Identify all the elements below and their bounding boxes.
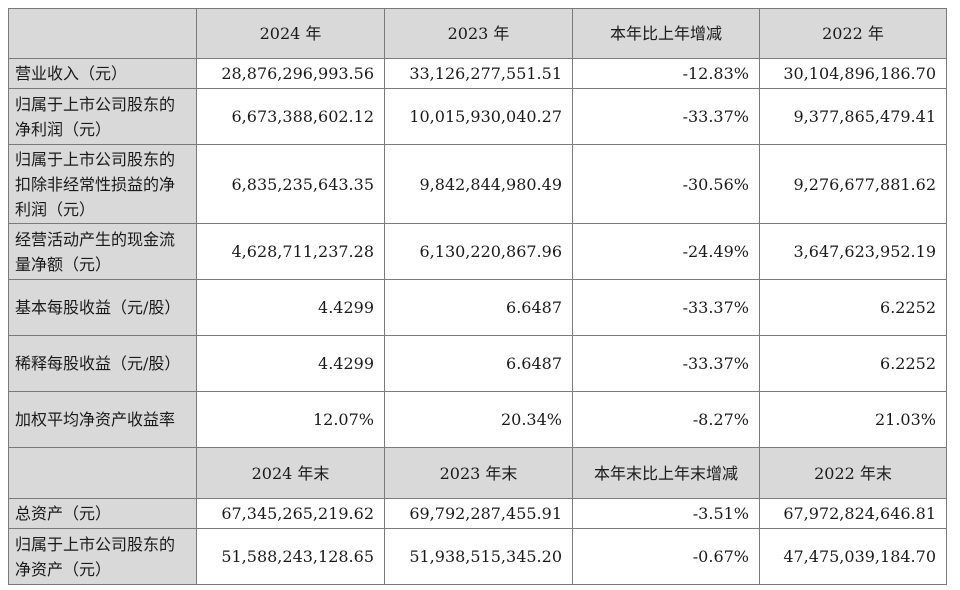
value-cell: -33.37% [572,88,760,145]
value-cell: 6,130,220,867.96 [384,223,573,280]
value-cell: -8.27% [572,391,760,448]
header-cell: 2023 年末 [384,447,573,499]
value-cell: 6.6487 [384,335,573,392]
header-cell: 本年末比上年末增减 [572,447,760,499]
value-cell: -30.56% [572,144,760,224]
value-cell: 4.4299 [196,335,385,392]
value-cell: 20.34% [384,391,573,448]
value-cell: 67,972,824,646.81 [759,498,947,529]
row-label: 归属于上市公司股东的扣除非经常性损益的净利润（元） [8,144,197,224]
value-cell: 4.4299 [196,279,385,336]
row-label: 归属于上市公司股东的净资产（元） [8,528,197,585]
value-cell: 6.2252 [759,279,947,336]
value-cell: 69,792,287,455.91 [384,498,573,529]
value-cell: -3.51% [572,498,760,529]
value-cell: 6.6487 [384,279,573,336]
table-row: 加权平均净资产收益率 12.07% 20.34% -8.27% 21.03% [8,391,947,448]
row-label: 加权平均净资产收益率 [8,391,197,448]
value-cell: 10,015,930,040.27 [384,88,573,145]
header-cell: 2023 年 [384,8,573,59]
row-label: 营业收入（元） [8,58,197,89]
row-label: 总资产（元） [8,498,197,529]
table-row: 归属于上市公司股东的净利润（元） 6,673,388,602.12 10,015… [8,88,947,145]
value-cell: 47,475,039,184.70 [759,528,947,585]
row-label: 归属于上市公司股东的净利润（元） [8,88,197,145]
table-row: 经营活动产生的现金流量净额（元） 4,628,711,237.28 6,130,… [8,223,947,280]
value-cell: 33,126,277,551.51 [384,58,573,89]
row-label: 基本每股收益（元/股） [8,279,197,336]
value-cell: 51,588,243,128.65 [196,528,385,585]
value-cell: -12.83% [572,58,760,89]
header-blank-cell [8,8,197,59]
value-cell: 67,345,265,219.62 [196,498,385,529]
value-cell: -24.49% [572,223,760,280]
value-cell: 3,647,623,952.19 [759,223,947,280]
header-cell: 2024 年 [196,8,385,59]
value-cell: -0.67% [572,528,760,585]
table-row: 基本每股收益（元/股） 4.4299 6.6487 -33.37% 6.2252 [8,279,947,336]
row-label: 经营活动产生的现金流量净额（元） [8,223,197,280]
value-cell: 30,104,896,186.70 [759,58,947,89]
value-cell: -33.37% [572,279,760,336]
value-cell: 51,938,515,345.20 [384,528,573,585]
table-row: 稀释每股收益（元/股） 4.4299 6.6487 -33.37% 6.2252 [8,335,947,392]
header-row-years: 2024 年 2023 年 本年比上年增减 2022 年 [8,8,947,59]
table-row: 归属于上市公司股东的净资产（元） 51,588,243,128.65 51,93… [8,528,947,585]
table-row: 营业收入（元） 28,876,296,993.56 33,126,277,551… [8,58,947,89]
header-row-year-end: 2024 年末 2023 年末 本年末比上年末增减 2022 年末 [8,447,947,499]
header-cell: 2022 年末 [759,447,947,499]
value-cell: 28,876,296,993.56 [196,58,385,89]
table-row: 总资产（元） 67,345,265,219.62 69,792,287,455.… [8,498,947,529]
header-cell: 2024 年末 [196,447,385,499]
table-row: 归属于上市公司股东的扣除非经常性损益的净利润（元） 6,835,235,643.… [8,144,947,224]
value-cell: 9,377,865,479.41 [759,88,947,145]
value-cell: 9,276,677,881.62 [759,144,947,224]
row-label: 稀释每股收益（元/股） [8,335,197,392]
header-cell: 2022 年 [759,8,947,59]
value-cell: 6.2252 [759,335,947,392]
value-cell: 6,673,388,602.12 [196,88,385,145]
value-cell: -33.37% [572,335,760,392]
financial-summary-table: 2024 年 2023 年 本年比上年增减 2022 年 营业收入（元） 28,… [8,8,947,585]
value-cell: 6,835,235,643.35 [196,144,385,224]
header-blank-cell [8,447,197,499]
value-cell: 9,842,844,980.49 [384,144,573,224]
value-cell: 21.03% [759,391,947,448]
header-cell: 本年比上年增减 [572,8,760,59]
value-cell: 12.07% [196,391,385,448]
value-cell: 4,628,711,237.28 [196,223,385,280]
